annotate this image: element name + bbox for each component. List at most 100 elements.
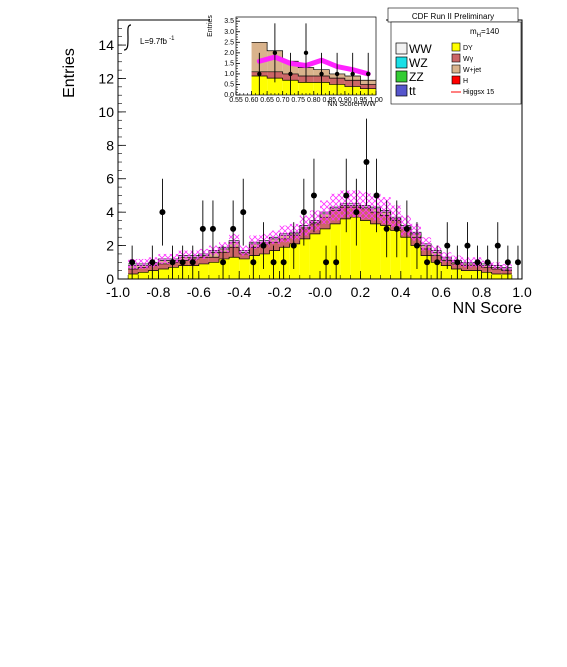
data-point — [290, 242, 297, 249]
data-point — [494, 242, 501, 249]
y-tick-label: 6 — [106, 171, 114, 187]
data-point — [366, 71, 371, 77]
uncertainty-band-bin — [178, 250, 189, 261]
uncertainty-band-bin — [299, 215, 310, 236]
stack-bar-wgamma — [491, 268, 502, 274]
data-point — [353, 209, 360, 216]
legend-swatch-wz — [395, 56, 408, 69]
data-point — [424, 259, 431, 266]
stack-bar-dy — [431, 262, 442, 279]
x-tick-label: 0.95 — [354, 97, 368, 104]
stack-bar-dy — [188, 265, 199, 279]
stack-bar-dy — [138, 272, 149, 279]
uncertainty-band-bin — [410, 223, 421, 241]
stack-outline-dy — [251, 75, 376, 90]
data-point — [323, 259, 330, 266]
y-tick-label: 3.0 — [224, 29, 234, 36]
uncertainty-band-bin — [279, 225, 290, 243]
stack-bar-dy — [471, 270, 482, 279]
uncertainty-band-bin — [198, 248, 209, 259]
x-tick-label: -1.0 — [106, 284, 130, 300]
data-point — [250, 259, 257, 266]
data-point — [484, 259, 491, 266]
stack-bar-dy — [340, 218, 351, 279]
data-point — [159, 209, 166, 216]
data-point — [288, 71, 293, 77]
uncertainty-band-bin — [390, 205, 401, 229]
svg-text:mH=140: mH=140 — [470, 27, 500, 39]
y-tick-label: 2.5 — [224, 39, 234, 46]
stack-bar-wgamma — [229, 247, 240, 258]
stack-bar-wgamma — [451, 263, 462, 269]
uncertainty-band-bin — [239, 245, 250, 256]
data-point — [363, 159, 370, 166]
data-point — [270, 259, 277, 266]
svg-text:L=9.7fb -1: L=9.7fb -1 — [140, 36, 175, 46]
y-tick-label: 3.5 — [224, 18, 234, 25]
uncertainty-band-bin — [501, 263, 512, 271]
x-axis-title: NN Score — [453, 300, 522, 317]
data-point — [272, 50, 278, 56]
inset-plot: 0.55 0.60 0.65 0.70 0.75 0.80 0.85 0.90 0.95 1.00… — [207, 10, 386, 108]
x-tick-label: 0.2 — [351, 284, 371, 300]
data-point — [444, 242, 451, 249]
uncertainty-band-bin — [208, 245, 219, 256]
x-tick-label: 0.90 — [338, 97, 352, 104]
stack-bar-dy — [198, 263, 209, 279]
data-point — [129, 259, 136, 266]
data-point — [300, 209, 307, 216]
stack-bar-dy — [410, 245, 421, 279]
legend-w--swatch — [451, 53, 461, 63]
stack-bar-dy — [219, 258, 230, 279]
data-point — [350, 71, 355, 77]
uncertainty-band-bin — [350, 190, 361, 218]
chart-title: CDF Run II Preliminary — [412, 12, 494, 21]
x-tick-label: 0.60 — [245, 97, 259, 104]
data-point — [343, 192, 350, 199]
y-tick-label: 0 — [106, 271, 114, 287]
uncertainty-band-bin — [269, 230, 280, 244]
data-point — [454, 259, 461, 266]
legend-higgsx-15-label: Higgsx 15 — [463, 89, 494, 96]
stack-bar-dy — [501, 273, 512, 279]
stack-bar-wgamma — [279, 238, 290, 248]
stack-bar-dy — [208, 262, 219, 279]
mass-value: =140 — [481, 27, 500, 36]
uncertainty-band-bin — [421, 237, 432, 251]
y-tick-label: 2 — [106, 238, 114, 254]
inset-y-axis-title: Entries — [207, 15, 214, 37]
stack-bar-dy — [320, 228, 331, 279]
stack-bar-wgamma — [471, 265, 482, 271]
data-point — [220, 259, 227, 266]
stack-bar-wgamma — [421, 248, 432, 256]
y-tick-label: 2.0 — [224, 50, 234, 57]
uncertainty-band-bin — [320, 200, 331, 224]
uncertainty-band-bin — [188, 250, 199, 261]
data-point — [280, 259, 287, 266]
uncertainty-band-bin — [431, 245, 442, 256]
y-tick-label: 8 — [106, 137, 114, 153]
data-point — [334, 71, 340, 77]
uncertainty-band-bin — [360, 192, 371, 219]
stack-bar-dy — [168, 267, 179, 279]
stack-bar-wgamma — [219, 252, 230, 259]
uncertainty-band-bin — [330, 193, 341, 221]
mass-subscript: H — [477, 33, 481, 39]
data-point — [413, 242, 420, 249]
data-point — [310, 192, 317, 199]
stack-bar-wgamma — [249, 247, 260, 256]
data-point — [514, 259, 521, 266]
stack-bar-wgamma — [138, 267, 149, 273]
uncertainty-band-bin — [309, 210, 320, 231]
legend-w--label: Wγ — [463, 56, 474, 63]
stack-bar-dy — [148, 270, 159, 279]
y-tick-label: 4 — [106, 204, 114, 220]
uncertainty-band-bin — [229, 233, 240, 248]
uncertainty-band-bin — [249, 235, 260, 249]
x-tick-label: 0.55 — [229, 97, 243, 104]
uncertainty-band-bin — [138, 258, 149, 269]
higgs-band — [256, 54, 371, 77]
uncertainty-band-bin — [259, 233, 270, 248]
x-tick-label: 0.70 — [276, 97, 290, 104]
y-tick-label: 14 — [98, 37, 114, 53]
